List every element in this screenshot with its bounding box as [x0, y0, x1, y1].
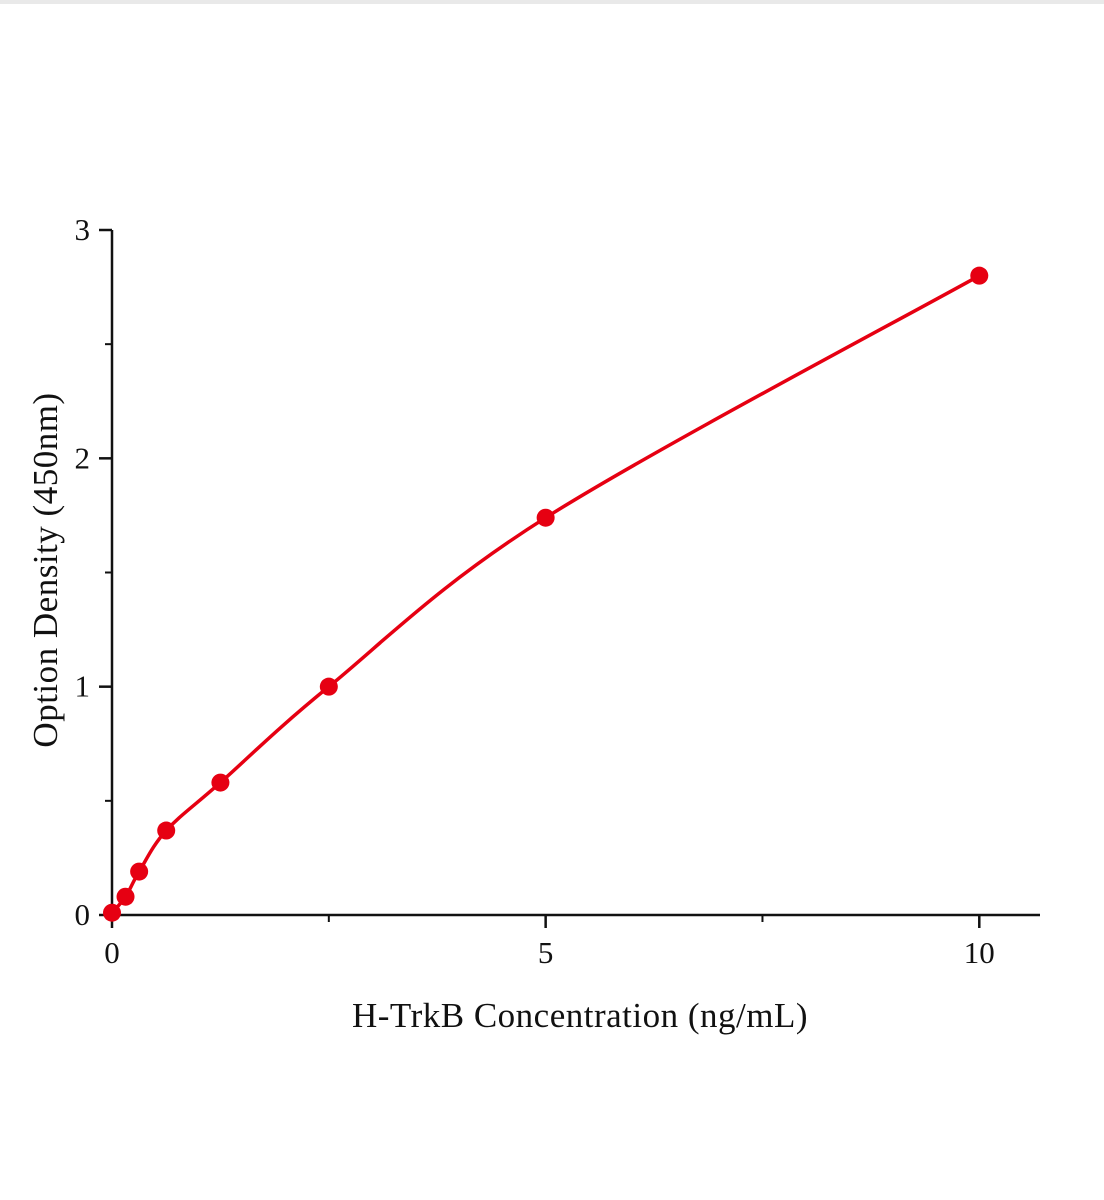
- y-tick-label: 0: [75, 897, 91, 932]
- data-point: [103, 903, 121, 922]
- data-point: [211, 773, 230, 792]
- data-point: [536, 508, 555, 527]
- x-axis-title: H-TrkB Concentration (ng/mL): [352, 996, 808, 1035]
- data-point: [970, 266, 989, 285]
- y-tick-label: 2: [75, 440, 91, 475]
- y-tick-label: 3: [75, 212, 91, 247]
- x-tick-label: 0: [104, 935, 120, 970]
- data-point: [130, 862, 149, 881]
- x-tick-label: 10: [964, 935, 995, 970]
- data-point: [319, 677, 338, 696]
- data-point: [157, 821, 176, 840]
- y-axis-title: Option Density (450nm): [26, 392, 65, 748]
- fit-curve: [110, 273, 982, 915]
- x-tick-label: 5: [538, 935, 554, 970]
- y-tick-label: 1: [75, 669, 91, 704]
- data-point: [116, 887, 135, 906]
